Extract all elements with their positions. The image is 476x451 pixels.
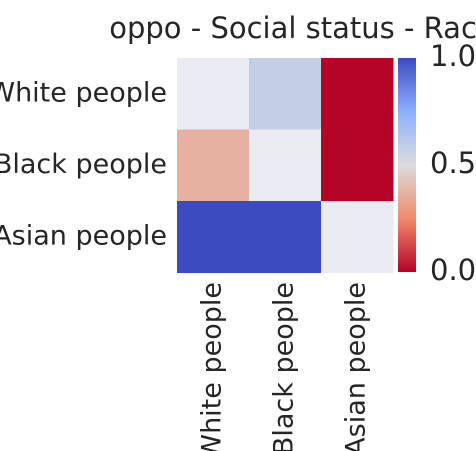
row-label: Asian people xyxy=(0,220,167,251)
column-label: Asian people xyxy=(341,282,372,451)
column-label: White people xyxy=(197,282,228,451)
heatmap-cell xyxy=(177,201,250,273)
heatmap-cell xyxy=(177,129,250,202)
colorbar-tick-label: 0.5 xyxy=(430,146,476,180)
chart-title: oppo - Social status - Race xyxy=(109,11,476,45)
row-label: White people xyxy=(0,77,167,108)
colorbar-ticks: 0.0 0.5 1.0 xyxy=(430,39,476,287)
heatmap-cell xyxy=(249,129,322,202)
column-label: Black people xyxy=(269,282,300,451)
column-labels: White people Black people Asian people xyxy=(197,282,372,451)
colorbar-tick-label: 1.0 xyxy=(430,39,476,73)
row-labels: White people Black people Asian people xyxy=(0,77,167,251)
heatmap-cell xyxy=(321,58,394,130)
colorbar xyxy=(398,58,416,272)
row-label: Black people xyxy=(0,149,167,180)
heatmap-cell xyxy=(249,58,322,130)
heatmap-cell xyxy=(321,129,394,202)
heatmap-cell xyxy=(249,201,322,273)
heatmap-cell xyxy=(321,201,394,273)
heatmap-cells xyxy=(177,58,394,273)
colorbar-tick-label: 0.0 xyxy=(430,253,476,287)
heatmap-cell xyxy=(177,58,250,130)
